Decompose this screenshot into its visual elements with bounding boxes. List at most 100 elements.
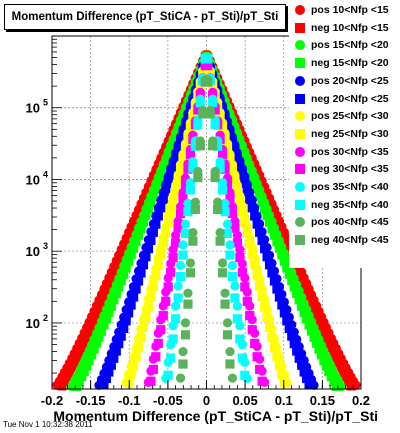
data-point bbox=[133, 276, 144, 286]
legend-entry: neg 35<Nfp <40 bbox=[289, 197, 400, 213]
legend-entry: neg 30<Nfp <35 bbox=[289, 161, 400, 177]
data-point bbox=[277, 229, 287, 239]
data-point bbox=[326, 342, 336, 353]
data-point bbox=[175, 208, 186, 219]
data-point bbox=[111, 264, 121, 274]
data-point bbox=[116, 252, 126, 262]
data-point bbox=[259, 204, 270, 214]
data-point bbox=[173, 145, 183, 156]
data-point bbox=[67, 363, 77, 373]
data-point bbox=[240, 282, 250, 292]
x-tick-labels: -0.2 -0.15 -0.1 -0.05 0 0.05 0.1 0.15 0.2 bbox=[41, 393, 370, 408]
data-point bbox=[151, 352, 161, 362]
data-point bbox=[96, 326, 107, 336]
data-point bbox=[151, 219, 161, 229]
data-point bbox=[232, 154, 242, 164]
data-point bbox=[277, 250, 287, 260]
x-tick-label: -0.15 bbox=[76, 393, 106, 408]
data-point bbox=[222, 121, 233, 131]
data-point bbox=[128, 361, 139, 371]
legend-label: pos 15<Nfp <20 bbox=[311, 39, 389, 52]
legend-entry: neg 10<Nfp <15 bbox=[289, 20, 400, 36]
data-point bbox=[294, 353, 304, 363]
data-point bbox=[104, 307, 114, 318]
data-point bbox=[257, 235, 267, 246]
data-point bbox=[311, 310, 322, 320]
data-point bbox=[86, 350, 97, 360]
data-point bbox=[252, 352, 262, 362]
legend-entry: pos 10<Nfp <15 bbox=[289, 2, 400, 18]
data-point bbox=[128, 223, 139, 233]
data-point bbox=[264, 217, 275, 227]
data-point bbox=[267, 224, 277, 234]
data-point bbox=[242, 228, 252, 239]
data-point bbox=[274, 292, 285, 302]
legend-label: pos 30<Nfp <35 bbox=[311, 145, 389, 158]
data-point bbox=[168, 253, 178, 263]
legend-entry: pos 40<Nfp <45 bbox=[289, 214, 400, 230]
data-point bbox=[190, 204, 200, 214]
data-point bbox=[242, 186, 252, 197]
data-point bbox=[133, 342, 144, 352]
data-point bbox=[208, 98, 218, 108]
data-point bbox=[203, 61, 213, 71]
data-point bbox=[213, 141, 223, 151]
data-point bbox=[138, 199, 149, 210]
data-point bbox=[294, 295, 304, 305]
data-point bbox=[74, 377, 84, 387]
data-point bbox=[232, 230, 242, 240]
data-point bbox=[227, 373, 238, 383]
square-marker-icon bbox=[295, 58, 305, 69]
data-point bbox=[171, 132, 181, 142]
data-point bbox=[141, 211, 151, 221]
data-point bbox=[232, 314, 242, 324]
data-point bbox=[136, 205, 146, 215]
data-point bbox=[171, 238, 181, 248]
data-point bbox=[104, 367, 114, 377]
data-point bbox=[321, 332, 331, 342]
data-point bbox=[225, 154, 235, 164]
data-point bbox=[279, 256, 289, 266]
data-point bbox=[193, 172, 203, 183]
data-point bbox=[156, 171, 166, 181]
data-point bbox=[297, 275, 307, 285]
data-point bbox=[222, 318, 233, 328]
circle-marker-icon bbox=[295, 146, 305, 157]
data-point bbox=[282, 240, 292, 251]
legend-entry: neg 15<Nfp <20 bbox=[289, 55, 400, 71]
data-point bbox=[237, 267, 247, 277]
data-point bbox=[217, 122, 228, 132]
data-point bbox=[188, 236, 198, 246]
data-point bbox=[180, 219, 191, 229]
data-point bbox=[178, 194, 188, 204]
data-point bbox=[304, 293, 314, 303]
data-point bbox=[284, 269, 294, 279]
square-marker-icon bbox=[295, 22, 305, 33]
data-point bbox=[217, 268, 228, 278]
data-point bbox=[264, 322, 275, 333]
data-point bbox=[193, 119, 203, 130]
data-point bbox=[274, 361, 285, 371]
data-point bbox=[319, 326, 329, 336]
data-point bbox=[180, 179, 191, 189]
legend-label: pos 35<Nfp <40 bbox=[311, 181, 389, 193]
data-point bbox=[173, 216, 183, 226]
data-point bbox=[282, 263, 292, 273]
data-point bbox=[311, 338, 322, 348]
data-point bbox=[247, 250, 257, 260]
x-tick-label: -0.05 bbox=[153, 393, 183, 408]
data-point bbox=[309, 332, 319, 342]
data-point bbox=[225, 129, 235, 139]
data-point bbox=[94, 332, 104, 342]
x-tick-label: -0.2 bbox=[41, 393, 63, 408]
data-point bbox=[220, 207, 230, 217]
data-point bbox=[264, 199, 275, 210]
data-point bbox=[183, 164, 193, 174]
data-point bbox=[82, 332, 92, 342]
data-point bbox=[166, 207, 176, 217]
data-point bbox=[284, 323, 294, 334]
data-point bbox=[72, 381, 82, 392]
data-point bbox=[156, 325, 166, 335]
data-point bbox=[131, 352, 141, 362]
data-point bbox=[146, 292, 156, 302]
